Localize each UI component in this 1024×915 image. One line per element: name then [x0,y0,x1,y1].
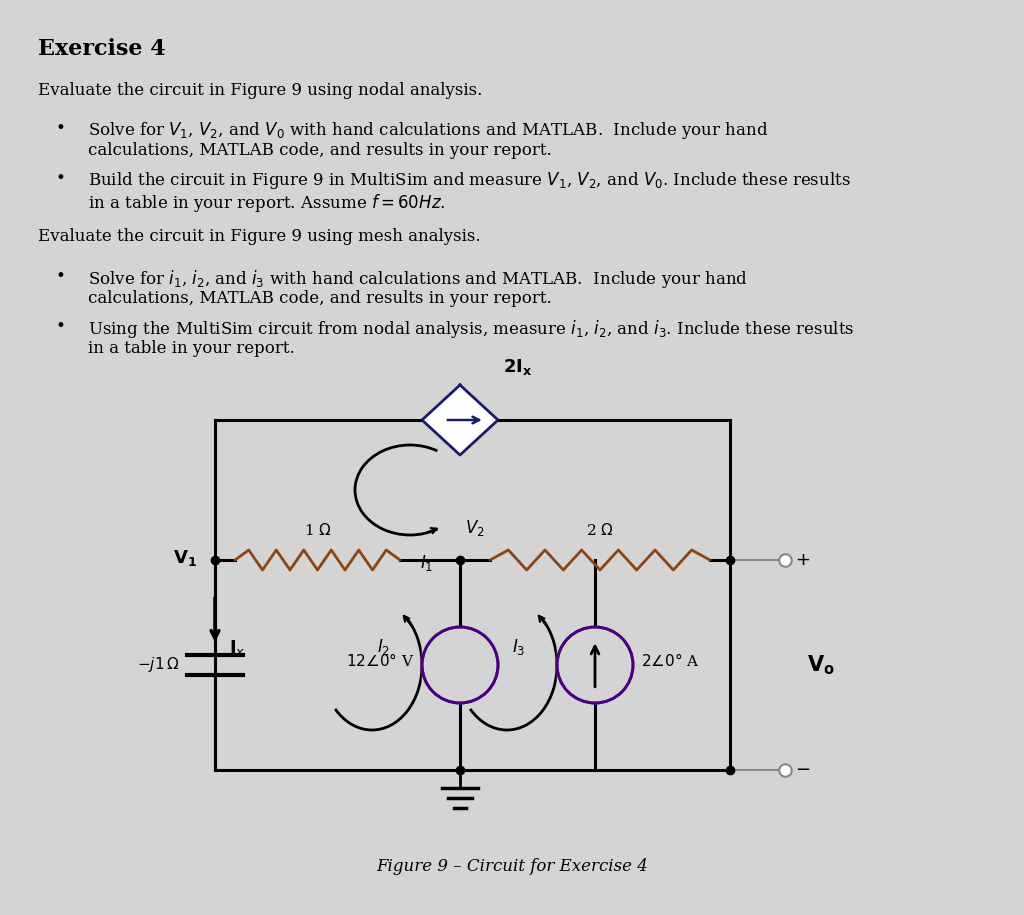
Text: +: + [795,551,810,569]
Text: $\mathbf{V_o}$: $\mathbf{V_o}$ [807,653,835,677]
Text: 1 $\Omega$: 1 $\Omega$ [304,522,332,538]
Text: calculations, MATLAB code, and results in your report.: calculations, MATLAB code, and results i… [88,142,552,159]
Text: $I_2$: $I_2$ [377,637,390,657]
Text: in a table in your report. Assume $f = 60Hz$.: in a table in your report. Assume $f = 6… [88,192,445,214]
Text: •: • [56,170,66,187]
Text: Build the circuit in Figure 9 in MultiSim and measure $V_1$, $V_2$, and $V_0$. I: Build the circuit in Figure 9 in MultiSi… [88,170,851,191]
Text: $\mathbf{2I_x}$: $\mathbf{2I_x}$ [503,357,532,377]
Text: $V_2$: $V_2$ [465,518,484,538]
Text: $I_1$: $I_1$ [420,553,433,573]
Text: −: − [795,761,810,779]
Text: $\mathbf{I}_x$: $\mathbf{I}_x$ [229,638,246,658]
Text: calculations, MATLAB code, and results in your report.: calculations, MATLAB code, and results i… [88,290,552,307]
Text: Solve for $V_1$, $V_2$, and $V_0$ with hand calculations and MATLAB.  Include yo: Solve for $V_1$, $V_2$, and $V_0$ with h… [88,120,768,141]
Polygon shape [557,627,633,703]
Polygon shape [422,627,498,703]
Text: Figure 9 – Circuit for Exercise 4: Figure 9 – Circuit for Exercise 4 [376,858,648,875]
Text: in a table in your report.: in a table in your report. [88,340,295,357]
Text: Using the MultiSim circuit from nodal analysis, measure $i_1$, $i_2$, and $i_3$.: Using the MultiSim circuit from nodal an… [88,318,854,340]
Text: $\mathbf{V_1}$: $\mathbf{V_1}$ [173,548,197,568]
Text: $I_3$: $I_3$ [512,637,525,657]
Text: $-j1\,\Omega$: $-j1\,\Omega$ [136,655,179,674]
Text: Evaluate the circuit in Figure 9 using mesh analysis.: Evaluate the circuit in Figure 9 using m… [38,228,480,245]
Text: 2 $\Omega$: 2 $\Omega$ [586,522,613,538]
Text: Solve for $i_1$, $i_2$, and $i_3$ with hand calculations and MATLAB.  Include yo: Solve for $i_1$, $i_2$, and $i_3$ with h… [88,268,748,290]
Text: $12\angle0°$ V: $12\angle0°$ V [345,651,414,669]
Text: +: + [453,642,468,660]
Text: Exercise 4: Exercise 4 [38,38,166,60]
Text: •: • [56,318,66,335]
Text: $2\angle0°$ A: $2\angle0°$ A [641,651,699,669]
Polygon shape [422,385,498,455]
Text: •: • [56,268,66,285]
Text: •: • [56,120,66,137]
Text: Evaluate the circuit in Figure 9 using nodal analysis.: Evaluate the circuit in Figure 9 using n… [38,82,482,99]
Text: −: − [453,670,468,688]
